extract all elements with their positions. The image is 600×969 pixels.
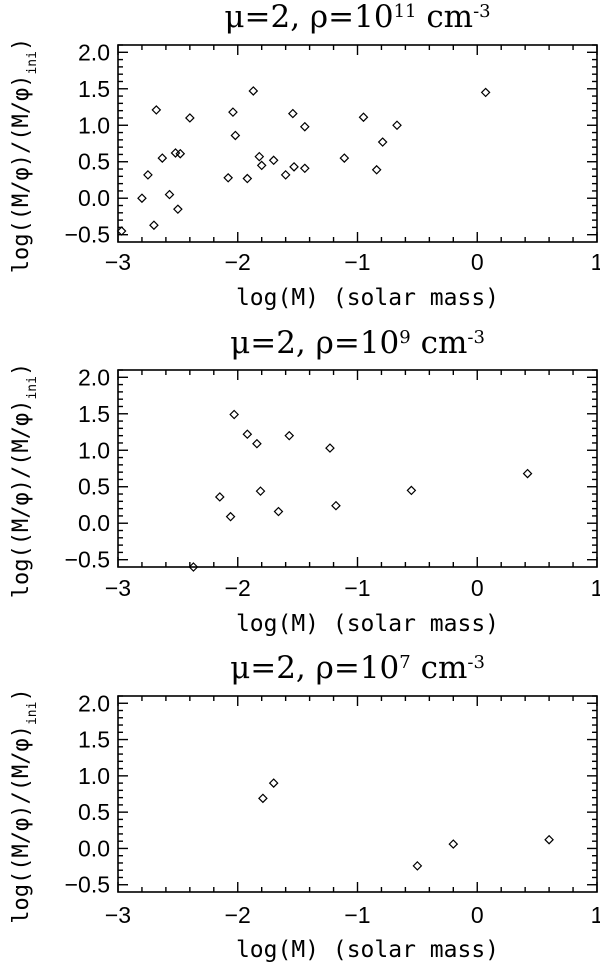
data-point — [214, 492, 225, 502]
data-point — [151, 105, 162, 115]
x-tick-label: 0 — [471, 902, 484, 928]
chart-title: μ=2, ρ=109 cm-3 — [230, 325, 485, 361]
chart-panel-3: μ=2, ρ=107 cm-3 −3 −2 −1 0 1 −0.5 0.0 0.5 1.0 1.5 2… — [9, 650, 600, 963]
data-point — [280, 170, 291, 180]
x-axis-label: log(M) (solar mass) — [236, 611, 499, 637]
data-point — [242, 173, 253, 184]
data-point — [157, 153, 168, 163]
x-tick-label: −2 — [225, 575, 251, 601]
plot-frame — [117, 369, 598, 568]
x-axis-label: log(M) (solar mass) — [236, 937, 499, 963]
x-tick-label: 1 — [591, 575, 600, 601]
x-tick-label: −2 — [225, 902, 251, 928]
data-point — [149, 220, 159, 231]
x-tick-label: 1 — [591, 249, 600, 275]
data-point — [268, 155, 279, 166]
chart-panel-2: μ=2, ρ=109 cm-3 −3 −2 −1 0 1 −0.5 0.0 0.5 1.0 1.5 2… — [9, 325, 600, 637]
data-point — [287, 108, 298, 119]
data-point — [412, 861, 423, 871]
y-tick-label: 1.0 — [78, 437, 110, 463]
data-point — [273, 506, 284, 517]
data-point — [544, 834, 554, 845]
y-tick-label: 1.5 — [78, 76, 110, 102]
y-tick-label: 2.0 — [78, 39, 110, 65]
data-point — [116, 226, 127, 236]
y-tick-label: 0.0 — [78, 185, 110, 211]
x-tick-label: −3 — [105, 249, 131, 275]
data-point — [448, 839, 459, 849]
y-axis-label: log((M/φ)/(M/φ)ini) — [9, 363, 40, 598]
data-point — [299, 163, 310, 174]
y-tick-label: 0.0 — [78, 510, 110, 536]
data-point — [406, 485, 417, 496]
data-point — [256, 160, 267, 171]
data-point — [188, 562, 199, 572]
data-point — [229, 409, 240, 420]
data-point — [268, 778, 279, 788]
y-tick-label: 1.5 — [78, 727, 110, 753]
y-tick-label: 1.5 — [78, 401, 110, 427]
y-tick-label: −0.5 — [65, 872, 110, 898]
y-tick-label: −0.5 — [65, 547, 110, 573]
x-axis-label: log(M) (solar mass) — [236, 285, 499, 311]
data-point — [230, 130, 241, 141]
data-point — [228, 107, 238, 117]
y-tick-label: 2.0 — [78, 364, 110, 390]
data-point — [248, 86, 259, 96]
data-point — [392, 120, 402, 131]
y-tick-label: 1.0 — [78, 112, 110, 138]
x-tick-label: 0 — [471, 575, 484, 601]
data-point — [339, 153, 350, 163]
chart-title: μ=2, ρ=1011 cm-3 — [224, 0, 490, 35]
y-tick-label: 0.0 — [78, 835, 110, 861]
y-tick-label: −0.5 — [65, 222, 110, 248]
data-point — [522, 468, 533, 479]
y-tick-label: 2.0 — [78, 690, 110, 716]
data-point — [252, 438, 262, 449]
data-point — [225, 511, 236, 522]
data-point — [325, 443, 335, 453]
chart-panel-1: μ=2, ρ=1011 cm-3 −3 −2 −1 0 1 −0.5 0.0 0.5 1.0 1.5… — [9, 0, 600, 311]
data-point — [255, 486, 266, 496]
data-point — [185, 113, 195, 123]
y-tick-label: 0.5 — [78, 474, 110, 500]
data-point — [480, 87, 491, 98]
y-axis-label: log((M/φ)/(M/φ)ini) — [9, 38, 40, 273]
data-point — [223, 172, 234, 183]
y-axis-label: log((M/φ)/(M/φ)ini) — [9, 688, 40, 923]
data-point — [371, 164, 382, 175]
data-point — [284, 430, 295, 441]
x-tick-label: −3 — [105, 575, 131, 601]
data-point — [299, 121, 310, 132]
x-tick-label: −1 — [344, 902, 370, 928]
y-tick-label: 1.0 — [78, 763, 110, 789]
x-tick-label: 0 — [471, 249, 484, 275]
x-tick-label: −1 — [344, 575, 370, 601]
y-tick-label: 0.5 — [78, 799, 110, 825]
data-point — [358, 112, 369, 123]
data-point — [164, 189, 175, 200]
data-point — [254, 151, 265, 162]
data-point — [137, 193, 147, 204]
data-point — [377, 137, 388, 147]
x-tick-label: 1 — [591, 902, 600, 928]
plot-frame — [117, 44, 598, 243]
data-point — [331, 500, 341, 511]
data-point — [175, 148, 186, 159]
data-point — [258, 793, 268, 804]
chart-title: μ=2, ρ=107 cm-3 — [230, 650, 485, 686]
plot-frame — [117, 695, 598, 893]
data-point — [173, 204, 183, 215]
data-point — [143, 170, 153, 180]
x-tick-label: −2 — [225, 249, 251, 275]
x-tick-label: −1 — [344, 249, 370, 275]
data-point — [242, 429, 253, 440]
x-tick-label: −3 — [105, 902, 131, 928]
data-point — [289, 161, 299, 172]
y-tick-label: 0.5 — [78, 149, 110, 175]
